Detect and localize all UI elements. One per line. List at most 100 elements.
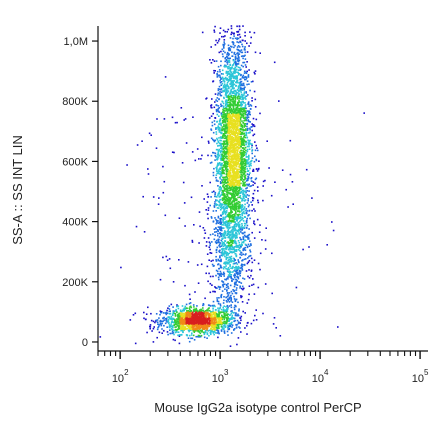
data-point [216,297,218,299]
data-point [202,227,205,229]
data-point [233,328,236,330]
data-point [228,261,231,263]
data-point [220,226,222,228]
data-point [226,245,229,247]
data-point [241,95,244,97]
data-point [233,138,235,140]
data-point [201,136,203,139]
data-point [243,206,246,208]
data-point [223,39,226,41]
data-point [227,278,229,280]
data-point [240,227,242,229]
data-point [233,176,235,178]
data-point [247,257,249,259]
data-point [226,246,229,249]
data-point [222,220,224,222]
data-point [229,126,231,129]
data-point [202,331,205,334]
data-point [218,38,221,40]
data-point [295,286,298,289]
data-point [231,188,233,191]
data-point [243,185,246,187]
data-point [228,65,230,68]
data-point [251,97,253,99]
data-point [210,315,213,317]
data-point [232,183,234,186]
data-point [242,117,245,119]
data-point [228,301,231,303]
data-point [226,314,228,317]
data-point [215,258,217,261]
data-point [234,210,237,213]
data-point [178,334,181,336]
data-point [262,199,264,202]
data-point [247,120,250,122]
data-point [178,322,181,325]
data-point [228,202,231,204]
data-point [222,151,224,154]
data-point [232,71,235,73]
data-point [224,127,227,130]
data-point [231,92,234,94]
data-point [165,313,168,316]
data-point [226,256,229,259]
data-point [243,170,246,173]
data-point [252,278,254,280]
data-point [222,45,225,48]
data-point [228,105,231,108]
data-point [236,149,239,151]
data-point [217,65,220,68]
data-point [235,172,238,175]
data-point [239,253,241,256]
data-point [227,228,230,231]
data-point [232,112,235,114]
data-point [230,206,232,208]
data-point [232,133,235,136]
data-point [235,171,237,173]
data-point [256,170,259,172]
data-point [212,59,214,61]
data-point [214,286,216,288]
data-point [242,184,244,187]
data-point [247,76,250,78]
data-point [182,308,185,311]
data-point [195,330,197,332]
data-point [229,325,231,327]
data-point [171,317,173,319]
data-point [289,173,292,176]
data-point [238,132,241,135]
data-point [234,162,237,164]
data-point [216,234,219,237]
data-point [217,336,219,339]
data-point [234,37,237,40]
data-point [231,239,233,241]
data-point [232,178,234,180]
data-point [237,85,240,88]
data-point [168,258,171,260]
data-point [233,328,235,331]
data-point [227,168,229,171]
data-point [248,142,251,145]
data-point [239,205,241,208]
data-point [215,156,217,158]
data-point [238,86,240,89]
data-point [230,208,232,210]
data-point [233,140,236,143]
data-point [159,310,162,312]
data-point [200,158,202,160]
data-point [99,336,102,338]
data-point [227,129,230,131]
data-point [249,185,251,188]
data-point [239,171,241,173]
data-point [216,287,218,289]
data-point [241,232,244,235]
data-point [232,141,234,144]
data-point [183,202,186,204]
data-point [244,106,247,108]
data-point [214,329,216,331]
data-point [228,48,230,51]
data-point [239,201,241,204]
data-point [243,84,245,87]
data-point [219,180,222,183]
data-point [227,54,230,57]
